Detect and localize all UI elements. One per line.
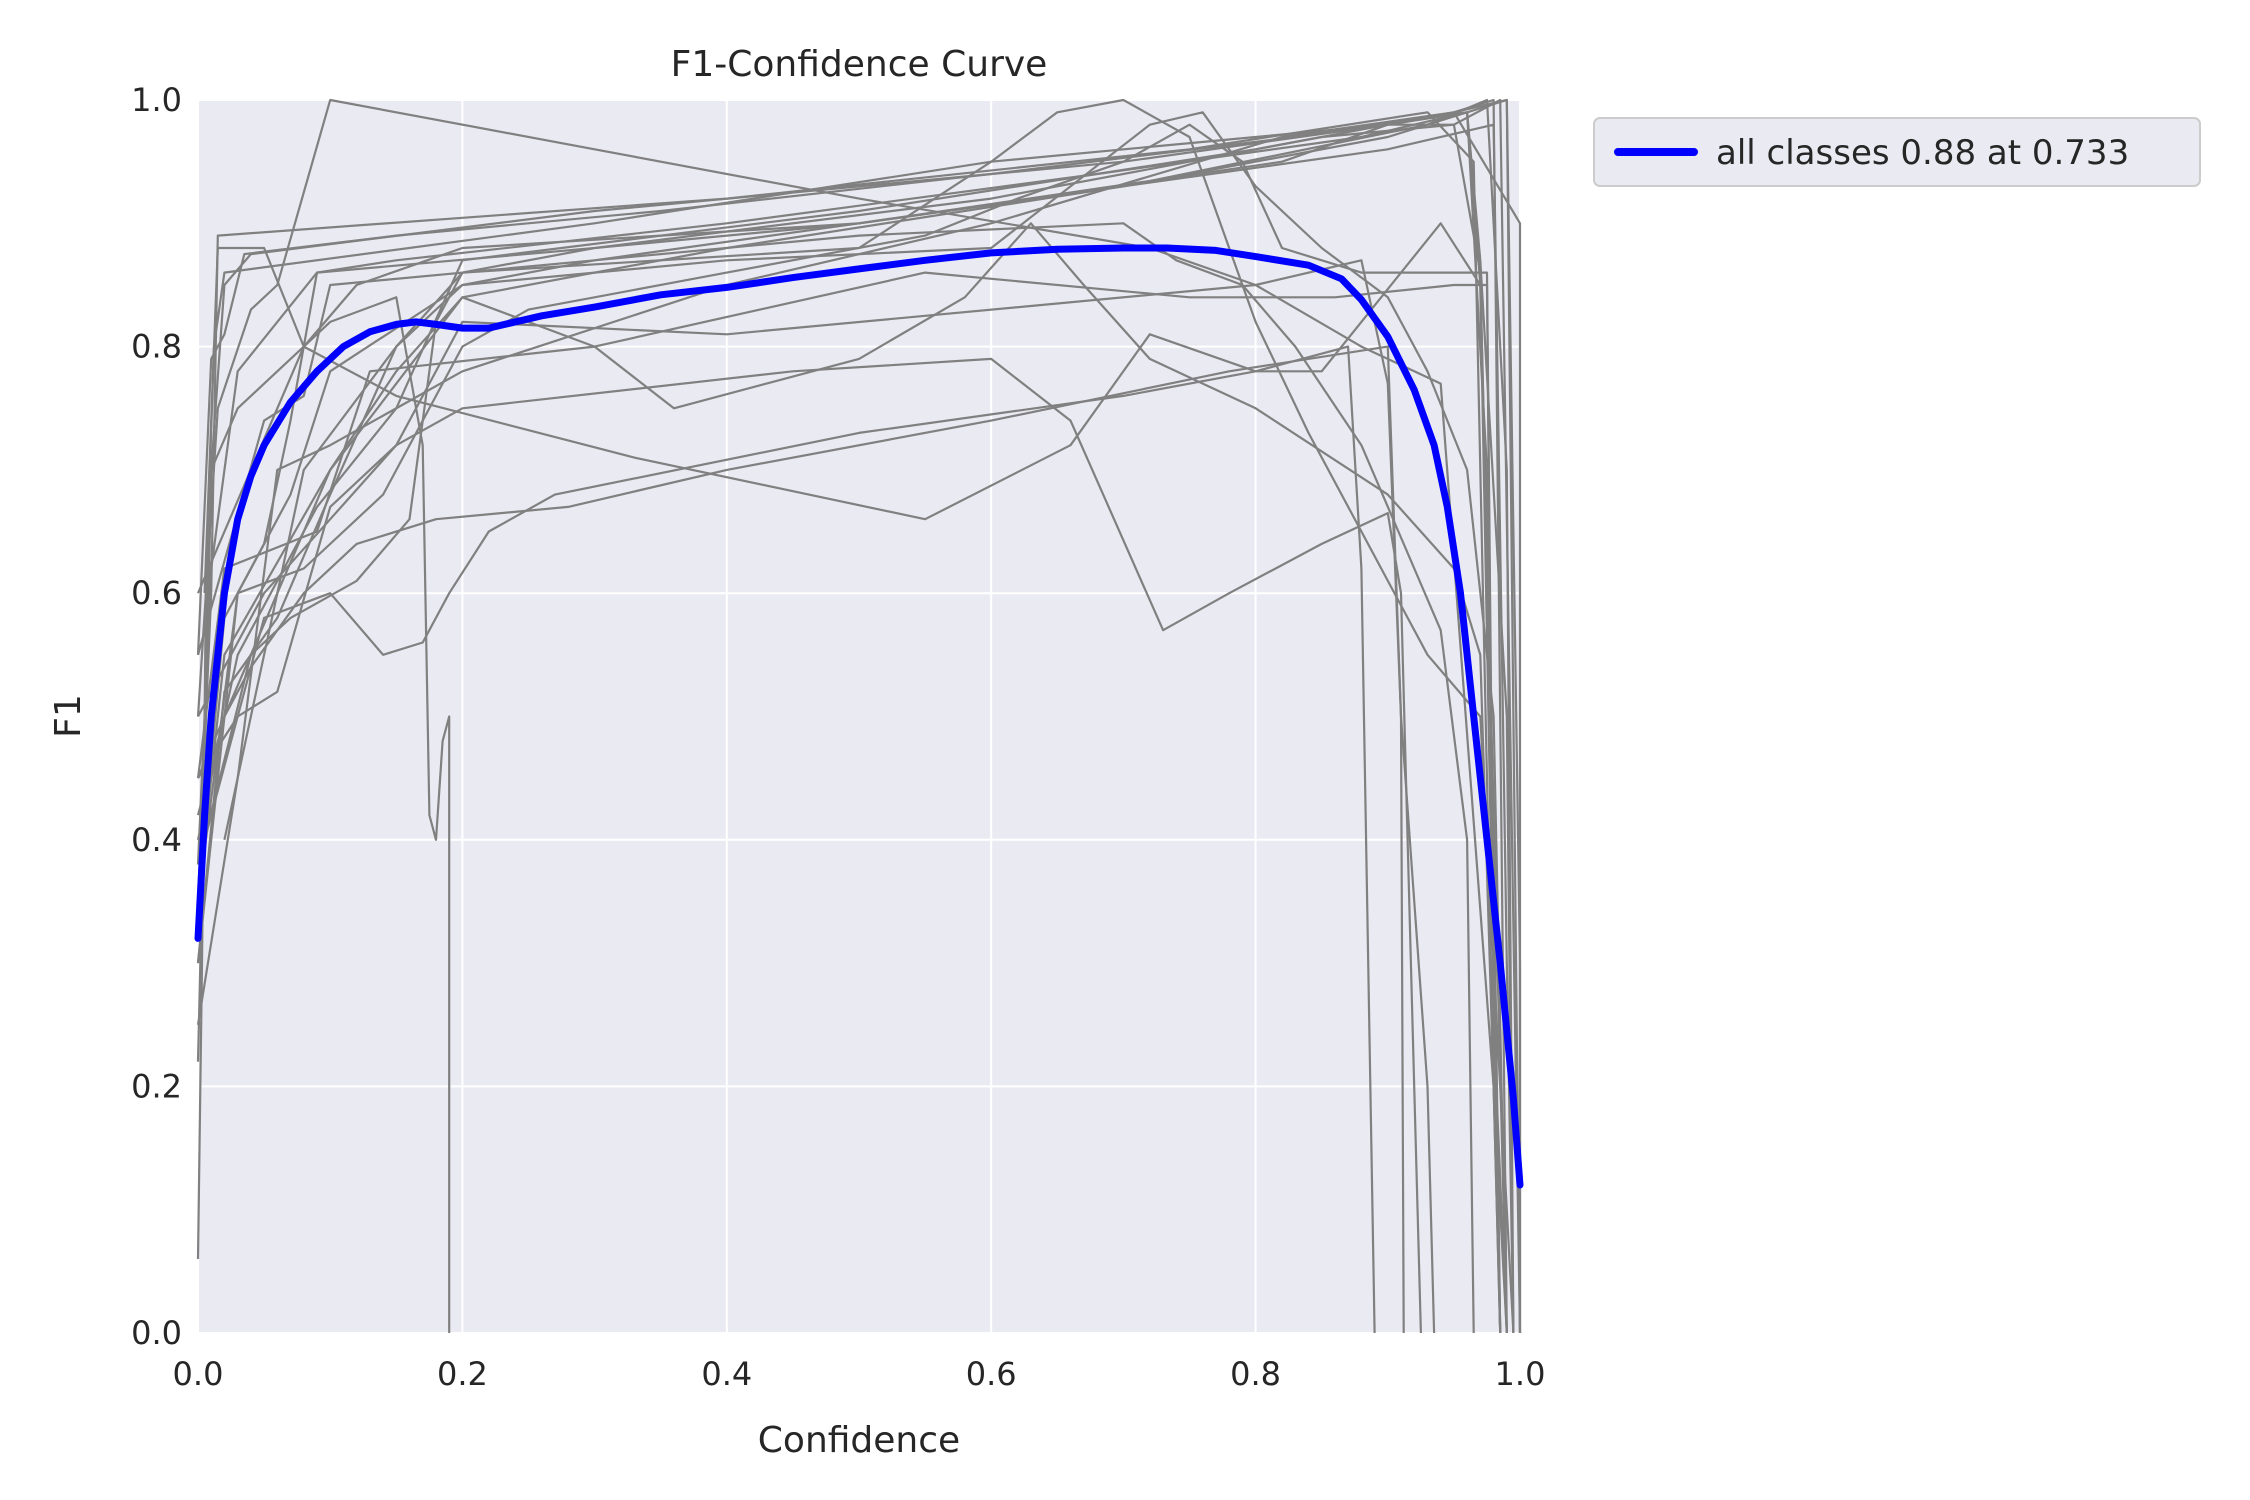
all-classes-curve	[194, 244, 1524, 1189]
class-curve-9	[196, 111, 1508, 1334]
class-curve-10	[203, 222, 1502, 1334]
class-curves	[196, 98, 1522, 1334]
legend-box	[1593, 117, 2201, 187]
x-tick-label: 0.8	[1230, 1355, 1281, 1393]
class-curve-4	[196, 98, 1522, 1334]
y-tick-label: 0.4	[131, 821, 182, 859]
legend: all classes 0.88 at 0.733	[1593, 117, 2201, 187]
y-tick-label: 0.2	[131, 1067, 182, 1105]
y-tick-label: 0.6	[131, 574, 182, 612]
class-curve-18	[196, 98, 1508, 1334]
x-tick-label: 0.4	[701, 1355, 752, 1393]
x-tick-label: 0.0	[173, 1355, 224, 1393]
class-curve-21	[203, 296, 451, 1333]
x-tick-label: 1.0	[1495, 1355, 1546, 1393]
aggregate-curve-group	[194, 244, 1524, 1189]
x-tick-label: 0.2	[437, 1355, 488, 1393]
x-tick-label: 0.6	[966, 1355, 1017, 1393]
class-curve-20	[223, 98, 1515, 1334]
y-tick-label: 0.8	[131, 328, 182, 366]
class-curve-16	[196, 345, 1376, 1334]
class-curve-23	[196, 123, 1502, 1334]
plot-background	[198, 100, 1520, 1333]
y-tick-label: 0.0	[131, 1314, 182, 1352]
class-curve-22	[196, 222, 1475, 1334]
y-tick-labels: 0.0 0.2 0.4 0.6 0.8 1.0	[131, 81, 182, 1352]
y-axis-title: F1	[48, 694, 89, 738]
x-tick-labels: 0.0 0.2 0.4 0.6 0.8 1.0	[173, 1355, 1546, 1393]
class-curve-8	[196, 111, 1515, 1334]
legend-label: all classes 0.88 at 0.733	[1716, 133, 2129, 173]
x-axis-title: Confidence	[758, 1420, 960, 1461]
chart-title: F1-Confidence Curve	[671, 44, 1048, 85]
class-curve-25	[196, 111, 1508, 1334]
class-curve-17	[196, 123, 1515, 1334]
y-tick-label: 1.0	[131, 81, 182, 119]
